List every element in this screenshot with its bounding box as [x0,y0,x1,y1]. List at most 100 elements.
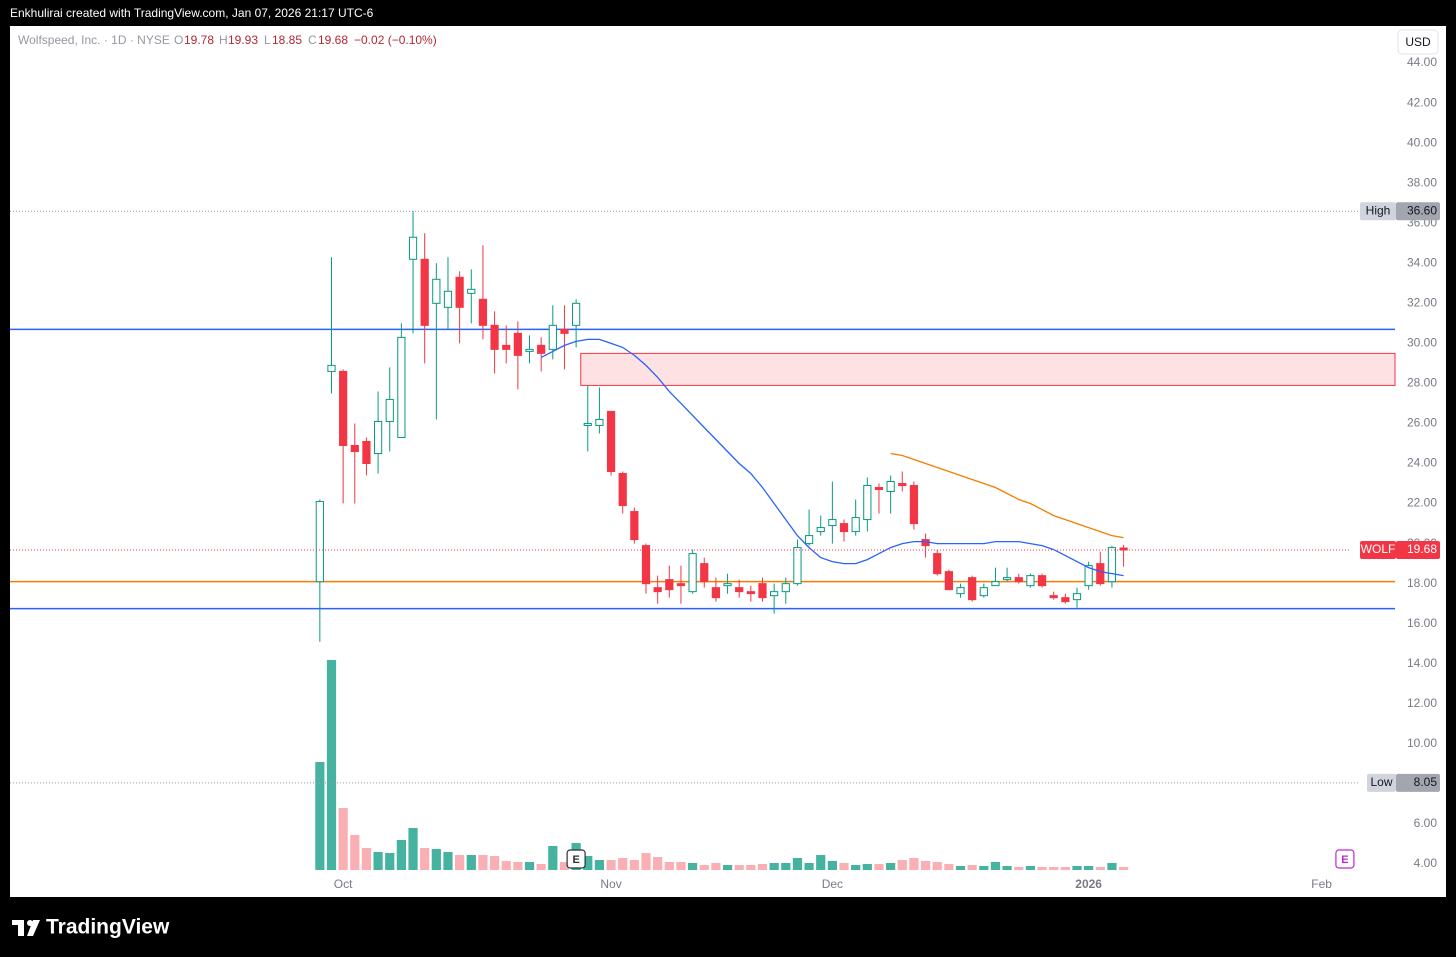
volume-bar [886,863,896,870]
caption: Enkhulirai created with TradingView.com,… [10,6,374,20]
candle-body [513,332,522,356]
volume-bar [839,863,849,870]
legend-high: 19.93 [228,33,258,47]
volume-bar [944,864,954,870]
candle-body [350,444,359,452]
chart-pane [10,26,1446,897]
price-label-name-box [1360,541,1396,560]
earnings-marker [1335,849,1355,869]
volume-bar [338,808,348,870]
candle-body [1014,577,1023,583]
price-label-value: 8.05 [1414,775,1438,789]
price-label-name: High [1366,203,1391,217]
candle-body [793,547,802,585]
legend-open: 19.78 [184,33,214,47]
candle-body [595,418,604,426]
volume-bar [816,855,826,870]
volume-bar [1060,867,1070,870]
candle-body [362,440,371,465]
volume-bar [769,863,779,870]
volume-bar [361,848,372,870]
volume-bar [711,863,721,870]
candle-body [653,587,662,593]
volume-bar [664,862,674,870]
candle-body [851,517,860,533]
volume-bar [781,863,791,870]
candle-body [909,485,919,525]
candle-body [1061,597,1070,603]
y-tick-label: 14.00 [1407,656,1437,670]
volume-bar [699,865,709,870]
candle-body [770,591,779,597]
y-tick-label: 28.00 [1407,376,1437,390]
volume-bar [606,860,616,870]
candle-body [397,336,406,438]
legend: Wolfspeed, Inc. · 1D · NYSE O 19.78 H 19… [18,33,437,47]
currency-button[interactable] [1397,29,1439,55]
volume-bar [862,864,872,870]
candle-body [863,485,872,521]
candle-body [874,487,884,491]
candle-body [560,328,569,334]
volume-bar [559,862,570,870]
volume-bar [967,865,977,870]
legend-l: L [264,33,271,47]
candle-body [711,587,721,599]
volume-bar [1014,867,1024,870]
volume-bar [583,856,593,870]
volume-bar [1107,863,1117,870]
volume-bar [827,861,837,870]
candle-body [478,298,488,326]
legend-o: O [174,33,183,47]
volume-bar [722,865,733,870]
candle-body [583,422,592,426]
volume-bar [979,866,989,870]
volume-bar [594,860,605,870]
volume-bar [373,852,383,870]
candle-body [944,571,953,591]
candle-body [1026,575,1035,587]
candle-body [1107,547,1117,583]
candle-body [443,290,453,308]
volume-bar [618,858,628,870]
volume-bar [1002,866,1012,870]
price-label-name: Low [1370,775,1392,789]
y-tick-label: 4.00 [1414,856,1438,870]
candle-body [630,511,639,541]
legend-close: 19.68 [318,33,348,47]
candle-body [572,302,581,326]
volume-bar [478,855,488,870]
volume-bar [687,863,698,870]
legend-c: C [308,33,317,47]
x-tick-label: Nov [600,877,621,891]
legend-symbol: Wolfspeed, Inc. · 1D · NYSE [18,33,170,47]
candle-body [432,278,441,304]
y-tick-label: 38.00 [1407,175,1437,189]
candle-body [886,481,895,493]
price-label-box [1396,541,1440,560]
volume-bar [932,862,942,870]
volume-bar [955,866,966,870]
price-label-name: WOLF [1361,542,1396,556]
moving-average [890,452,1124,539]
brand: TradingView [46,916,170,939]
volume-bar [420,848,430,870]
volume-bar [326,660,337,870]
volume-bar [990,862,1001,870]
candle-body [746,591,755,595]
currency-label[interactable]: USD [1405,35,1431,49]
y-tick-label: 26.00 [1407,416,1437,430]
price-label-box [1396,202,1440,221]
candle-body [420,258,429,326]
volume-bar [350,835,360,870]
y-tick-label: 6.00 [1414,816,1438,830]
candle-body [641,545,651,585]
price-label-name-box [1360,202,1396,221]
candle-body [804,535,814,545]
candle-body [968,577,977,601]
y-tick-label: 12.00 [1407,696,1437,710]
volume-bar [909,858,919,870]
volume-bar [1037,867,1047,870]
y-tick-label: 34.00 [1407,255,1437,269]
